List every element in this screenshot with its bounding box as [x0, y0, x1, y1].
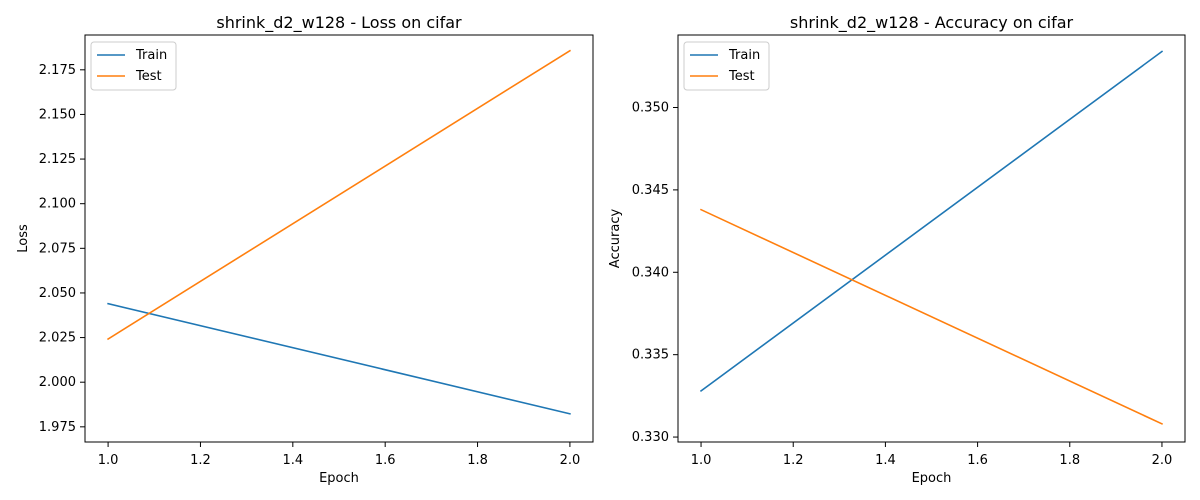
x-tick-1: 1.2 — [190, 442, 211, 468]
y-tick-1: 2.000 — [39, 375, 85, 390]
y-tick-label: 2.150 — [39, 107, 76, 122]
legend-item-test: Test — [97, 69, 162, 84]
x-tick-label: 1.6 — [375, 453, 396, 468]
x-tick-1: 1.2 — [783, 442, 804, 468]
x-tick-label: 2.0 — [560, 453, 581, 468]
y-axis-label: Loss — [16, 224, 31, 253]
legend-label: Train — [728, 48, 760, 63]
y-tick-8: 2.175 — [39, 63, 85, 78]
y-tick-0: 1.975 — [39, 420, 85, 435]
x-tick-label: 1.8 — [1059, 453, 1080, 468]
x-tick-label: 1.4 — [875, 453, 896, 468]
legend-label: Train — [135, 48, 167, 63]
x-tick-3: 1.6 — [375, 442, 396, 468]
y-tick-4: 2.075 — [39, 241, 85, 256]
y-tick-label: 0.335 — [632, 348, 669, 363]
x-tick-label: 1.2 — [783, 453, 804, 468]
y-tick-1: 0.335 — [632, 348, 678, 363]
series-line-test — [699, 208, 1164, 425]
legend: Train Test — [90, 41, 177, 91]
y-tick-label: 2.050 — [39, 286, 76, 301]
x-tick-4: 1.8 — [1059, 442, 1080, 468]
plot-area: 1.0 1.2 1.4 1.6 1.8 2.0 1.975 2.000 2.025 2.050 2.… — [39, 34, 594, 468]
x-tick-2: 1.4 — [282, 442, 303, 468]
x-tick-3: 1.6 — [967, 442, 988, 468]
loss-chart: shrink_d2_w128 - Loss on cifar Epoch Los… — [16, 13, 594, 486]
y-tick-label: 0.340 — [632, 265, 669, 280]
legend-item-train: Train — [690, 48, 760, 63]
x-tick-label: 1.0 — [691, 453, 712, 468]
y-tick-label: 0.350 — [632, 101, 669, 116]
series-line-test — [106, 49, 572, 341]
y-tick-5: 2.100 — [39, 197, 85, 212]
y-tick-4: 0.350 — [632, 101, 678, 116]
chart-title: shrink_d2_w128 - Accuracy on cifar — [790, 13, 1074, 33]
legend-box — [90, 41, 177, 91]
y-tick-label: 0.330 — [632, 430, 669, 445]
x-tick-label: 1.8 — [467, 453, 488, 468]
y-tick-7: 2.150 — [39, 107, 85, 122]
x-tick-0: 1.0 — [98, 442, 119, 468]
plot-area: 1.0 1.2 1.4 1.6 1.8 2.0 0.330 0.335 0.340 0.345 0.… — [632, 34, 1186, 468]
y-tick-label: 0.345 — [632, 183, 669, 198]
y-tick-label: 2.025 — [39, 331, 76, 346]
x-tick-label: 1.2 — [190, 453, 211, 468]
y-tick-label: 2.000 — [39, 375, 76, 390]
y-tick-2: 2.025 — [39, 331, 85, 346]
x-axis-label: Epoch — [912, 471, 952, 486]
y-tick-label: 1.975 — [39, 420, 76, 435]
legend-box — [683, 41, 770, 91]
series-line-train — [107, 302, 571, 415]
x-tick-5: 2.0 — [560, 442, 581, 468]
y-tick-3: 2.050 — [39, 286, 85, 301]
y-tick-2: 0.340 — [632, 265, 678, 280]
y-axis-label: Accuracy — [608, 209, 623, 269]
y-tick-label: 2.100 — [39, 197, 76, 212]
x-tick-label: 1.6 — [967, 453, 988, 468]
legend-label: Test — [135, 69, 162, 84]
series-line-train — [699, 50, 1164, 393]
plot-frame — [677, 34, 1186, 443]
legend-label: Test — [728, 69, 755, 84]
y-tick-label: 2.175 — [39, 63, 76, 78]
legend-item-train: Train — [97, 48, 167, 63]
x-tick-label: 1.4 — [282, 453, 303, 468]
x-tick-label: 2.0 — [1152, 453, 1173, 468]
y-tick-0: 0.330 — [632, 430, 678, 445]
x-axis-label: Epoch — [319, 471, 359, 486]
x-tick-0: 1.0 — [691, 442, 712, 468]
x-tick-4: 1.8 — [467, 442, 488, 468]
x-tick-label: 1.0 — [98, 453, 119, 468]
x-tick-5: 2.0 — [1152, 442, 1173, 468]
legend-item-test: Test — [690, 69, 755, 84]
chart-title: shrink_d2_w128 - Loss on cifar — [216, 13, 462, 33]
legend: Train Test — [683, 41, 770, 91]
x-tick-2: 1.4 — [875, 442, 896, 468]
accuracy-chart: shrink_d2_w128 - Accuracy on cifar Epoch… — [608, 13, 1186, 486]
y-tick-6: 2.125 — [39, 152, 85, 167]
plot-frame — [84, 34, 594, 443]
y-tick-3: 0.345 — [632, 183, 678, 198]
y-tick-label: 2.075 — [39, 241, 76, 256]
y-tick-label: 2.125 — [39, 152, 76, 167]
